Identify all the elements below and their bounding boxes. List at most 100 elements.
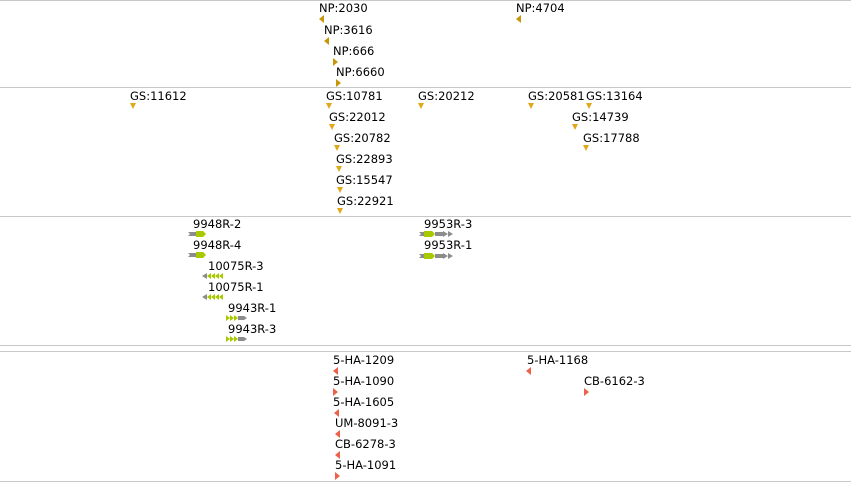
feature-5-ha-1090[interactable]: 5-HA-1090	[333, 374, 394, 396]
feature-label: 10075R-3	[208, 259, 264, 273]
feature-gs-22893[interactable]: GS:22893	[336, 152, 393, 172]
feature-5-ha-1605[interactable]: 5-HA-1605	[333, 395, 394, 417]
gs-track: GS:11612 GS:10781 GS:22012 GS:20782 GS:2…	[130, 89, 643, 214]
feature-label: NP:2030	[319, 1, 368, 15]
triangle-left-icon	[516, 15, 521, 23]
feature-gs-14739[interactable]: GS:14739	[572, 110, 629, 130]
feature-9953r-3[interactable]: 9953R-3	[419, 217, 472, 237]
triangle-down-icon	[337, 208, 343, 214]
triangle-left-icon	[526, 367, 531, 375]
feature-gs-20782[interactable]: GS:20782	[334, 131, 391, 151]
feature-np-6660[interactable]: NP:6660	[336, 65, 385, 87]
triangle-left-icon	[324, 37, 329, 45]
triangle-right-icon	[333, 58, 338, 66]
feature-5-ha-1168[interactable]: 5-HA-1168	[526, 353, 588, 375]
triangle-down-icon	[583, 145, 589, 151]
feature-label: GS:17788	[583, 131, 640, 145]
insert-reverse-icon	[202, 273, 223, 279]
insert-track: 9948R-2 9948R-4 10075R-3 1007	[188, 217, 472, 342]
feature-label: CB-6278-3	[335, 437, 396, 451]
triangle-right-icon	[584, 388, 589, 396]
np-track: NP:2030 NP:3616 NP:666 NP:6660 NP:4704	[319, 1, 565, 87]
feature-label: 5-HA-1091	[335, 458, 396, 472]
feature-label: GS:11612	[130, 89, 187, 103]
feature-label: 9953R-1	[424, 238, 472, 252]
triangle-down-icon	[528, 103, 534, 109]
triangle-left-icon	[319, 15, 324, 23]
triangle-down-icon	[334, 145, 340, 151]
feature-label: GS:20581	[528, 89, 585, 103]
feature-np-4704[interactable]: NP:4704	[516, 1, 565, 23]
feature-label: 5-HA-1168	[527, 353, 588, 367]
feature-gs-22012[interactable]: GS:22012	[329, 110, 386, 130]
feature-label: GS:22921	[337, 194, 394, 208]
feature-label: 9948R-4	[193, 238, 241, 252]
feature-label: NP:4704	[516, 1, 565, 15]
insert-forward-icon	[419, 253, 453, 259]
feature-gs-17788[interactable]: GS:17788	[583, 131, 640, 151]
feature-10075r-3[interactable]: 10075R-3	[202, 259, 264, 279]
feature-label: 9943R-3	[228, 322, 276, 336]
triangle-left-icon	[333, 367, 338, 375]
feature-label: NP:666	[333, 44, 374, 58]
feature-label: CB-6162-3	[584, 374, 645, 388]
feature-label: GS:22893	[336, 152, 393, 166]
triangle-down-icon	[336, 166, 342, 172]
triangle-down-icon	[586, 103, 592, 109]
triangle-right-icon	[335, 472, 340, 480]
feature-gs-20581[interactable]: GS:20581	[528, 89, 585, 109]
feature-label: 5-HA-1090	[333, 374, 394, 388]
feature-label: 9943R-1	[228, 301, 276, 315]
feature-9943r-3[interactable]: 9943R-3	[226, 322, 276, 342]
insert-forward-icon	[226, 336, 247, 342]
feature-label: 9953R-3	[424, 217, 472, 231]
feature-9948r-4[interactable]: 9948R-4	[188, 238, 241, 258]
feature-label: GS:13164	[586, 89, 643, 103]
feature-label: GS:22012	[329, 110, 386, 124]
feature-np-666[interactable]: NP:666	[333, 44, 374, 66]
triangle-down-icon	[572, 124, 578, 130]
feature-label: 5-HA-1605	[333, 395, 394, 409]
feature-5-ha-1209[interactable]: 5-HA-1209	[333, 353, 394, 375]
feature-gs-13164[interactable]: GS:13164	[586, 89, 643, 109]
feature-np-2030[interactable]: NP:2030	[319, 1, 368, 23]
ha-track: 5-HA-1209 5-HA-1090 5-HA-1605 UM-8091-3 …	[333, 353, 645, 480]
insert-forward-icon	[419, 231, 453, 237]
triangle-down-icon	[337, 187, 343, 193]
insert-forward-icon	[188, 231, 206, 237]
feature-label: GS:20212	[418, 89, 475, 103]
feature-label: 9948R-2	[193, 217, 241, 231]
feature-gs-11612[interactable]: GS:11612	[130, 89, 187, 109]
triangle-right-icon	[333, 388, 338, 396]
feature-5-ha-1091[interactable]: 5-HA-1091	[335, 458, 396, 480]
feature-um-8091-3[interactable]: UM-8091-3	[335, 416, 398, 438]
feature-9948r-2[interactable]: 9948R-2	[188, 217, 241, 237]
triangle-down-icon	[418, 103, 424, 109]
feature-9953r-1[interactable]: 9953R-1	[419, 238, 472, 259]
feature-cb-6162-3[interactable]: CB-6162-3	[584, 374, 645, 396]
triangle-right-icon	[336, 79, 341, 87]
feature-label: GS:15547	[336, 173, 393, 187]
feature-gs-15547[interactable]: GS:15547	[336, 173, 393, 193]
feature-gs-22921[interactable]: GS:22921	[337, 194, 394, 214]
feature-label: GS:20782	[334, 131, 391, 145]
feature-label: 5-HA-1209	[333, 353, 394, 367]
triangle-left-icon	[334, 409, 339, 417]
insert-reverse-icon	[202, 294, 223, 300]
feature-label: GS:10781	[326, 89, 383, 103]
feature-cb-6278-3[interactable]: CB-6278-3	[335, 437, 396, 459]
triangle-down-icon	[130, 103, 136, 109]
triangle-down-icon	[329, 124, 335, 130]
feature-9943r-1[interactable]: 9943R-1	[226, 301, 276, 321]
insert-forward-icon	[226, 315, 247, 321]
feature-label: NP:3616	[324, 23, 373, 37]
feature-label: UM-8091-3	[335, 416, 398, 430]
feature-gs-20212[interactable]: GS:20212	[418, 89, 475, 109]
triangle-down-icon	[326, 103, 332, 109]
insert-forward-icon	[188, 252, 206, 258]
feature-gs-10781[interactable]: GS:10781	[326, 89, 383, 109]
feature-np-3616[interactable]: NP:3616	[324, 23, 373, 45]
feature-10075r-1[interactable]: 10075R-1	[202, 280, 264, 300]
feature-label: NP:6660	[336, 65, 385, 79]
